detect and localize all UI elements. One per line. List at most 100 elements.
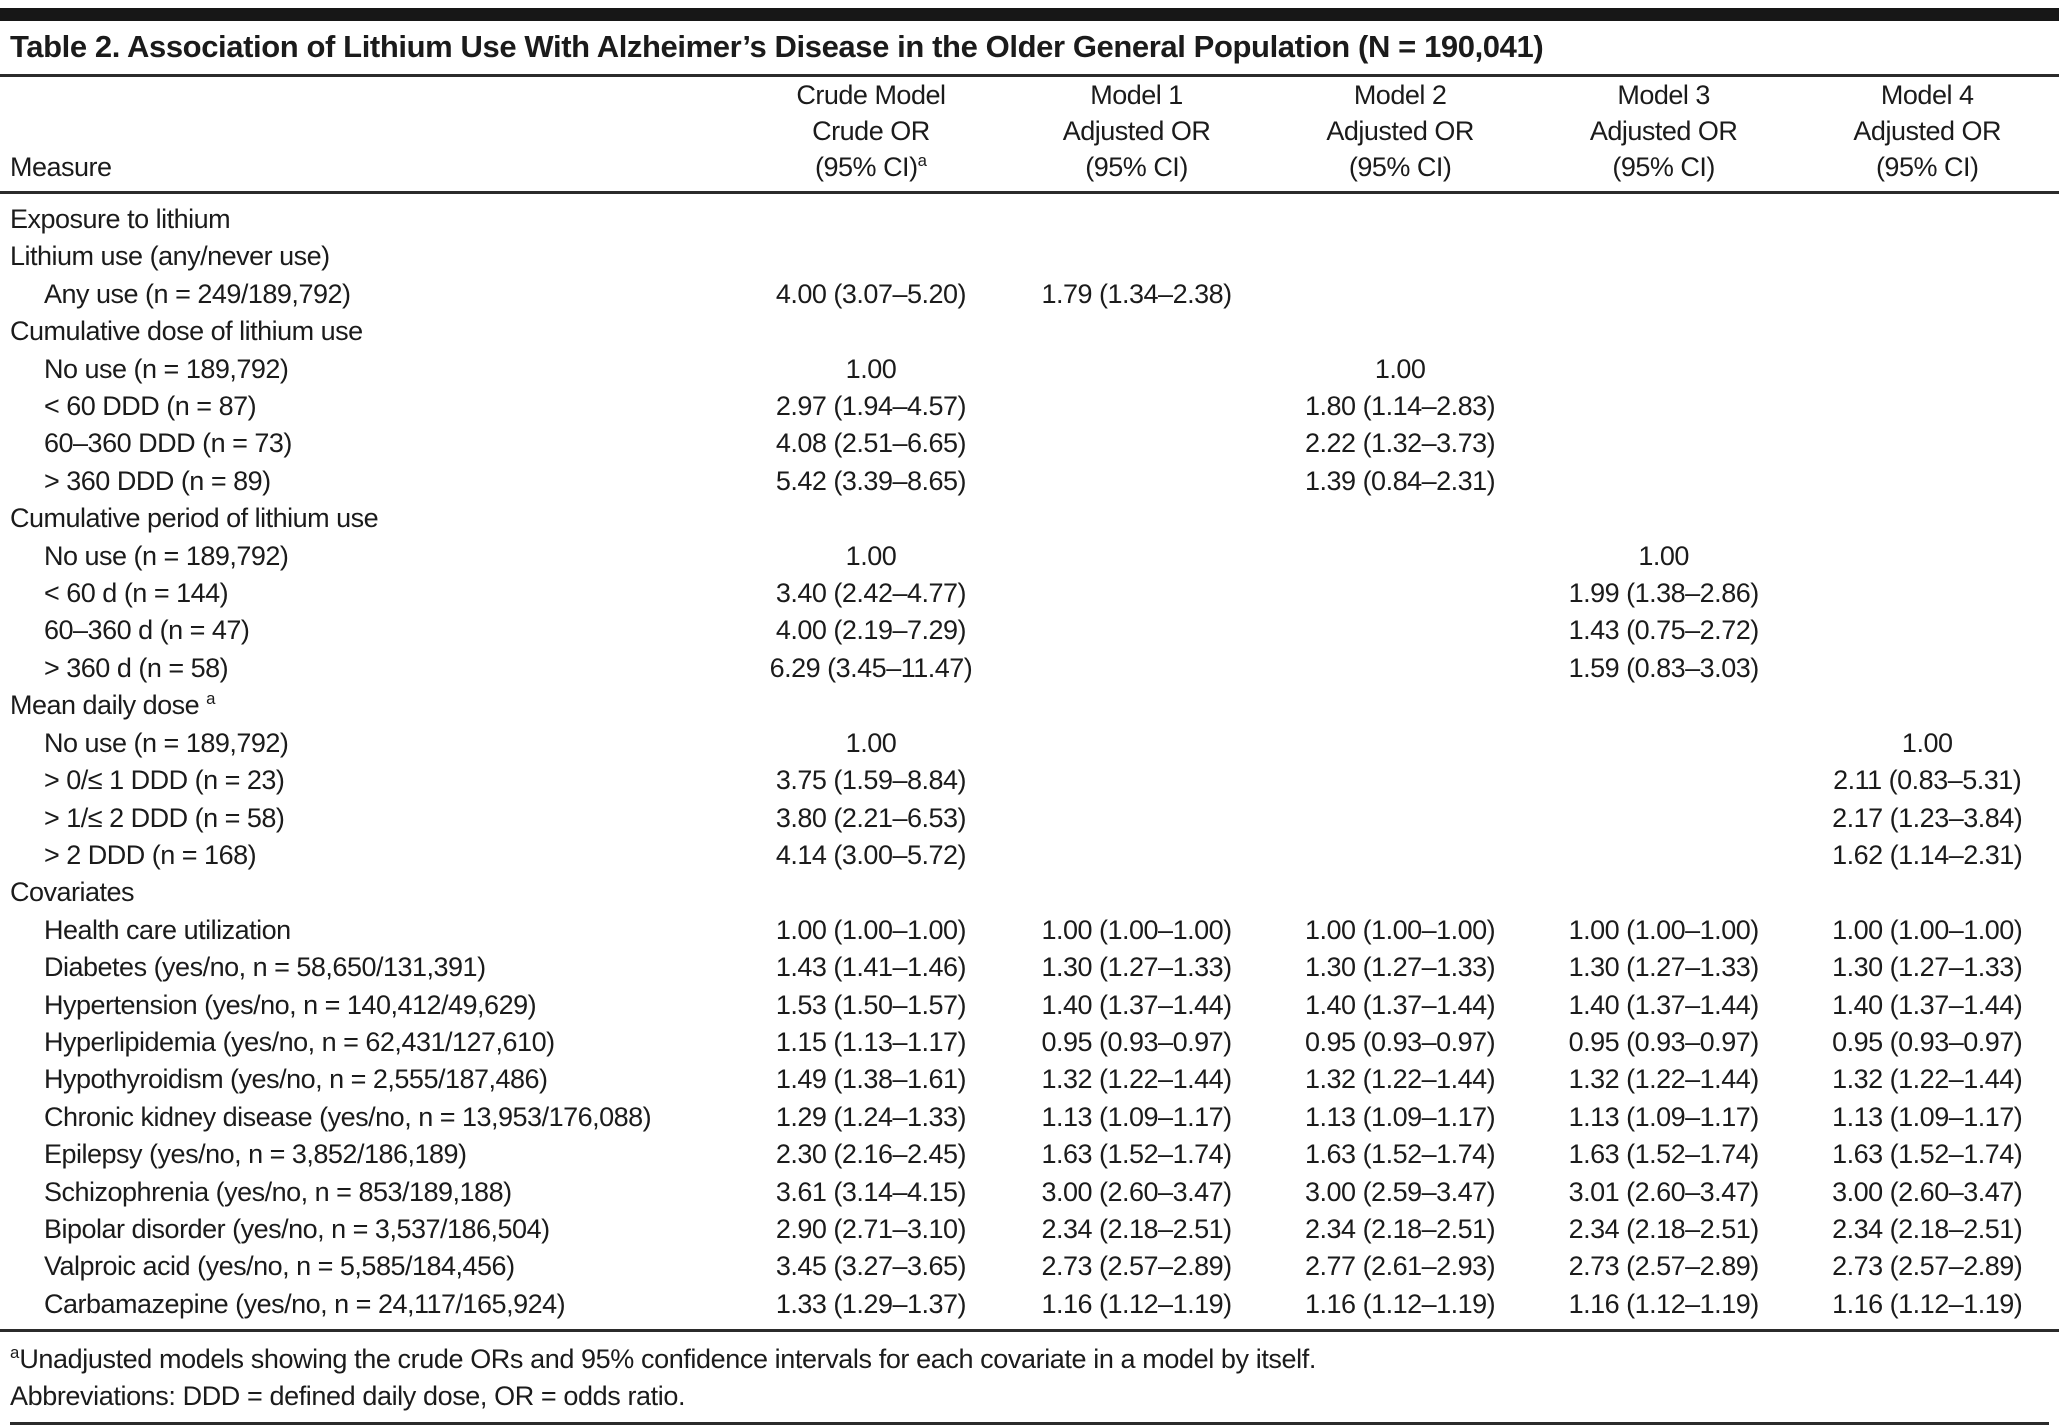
or-value-cell (1268, 874, 1532, 911)
footnote-abbreviations-text: Abbreviations: DDD = defined daily dose,… (10, 1381, 686, 1412)
or-value-cell: 3.61 (3.14–4.15) (775, 1176, 967, 1207)
or-value-cell (1532, 388, 1796, 425)
measure-label: < 60 d (n = 144) (0, 575, 737, 612)
or-value-cell (1005, 238, 1269, 275)
measure-label: Lithium use (any/never use) (0, 238, 737, 275)
or-value-cell: 1.59 (0.83–3.03) (1568, 652, 1760, 683)
or-value-cell (1532, 874, 1796, 911)
or-value-cell (1005, 612, 1269, 649)
measure-label: No use (n = 189,792) (0, 725, 737, 762)
or-value-cell (1005, 313, 1269, 350)
or-value-cell (1005, 388, 1269, 425)
or-value-cell (1005, 687, 1269, 724)
measure-label-text: Mean daily dose (10, 690, 207, 721)
or-value-cell (1532, 351, 1796, 388)
table-row: Cumulative period of lithium use (0, 500, 2059, 537)
or-value-cell: 1.40 (1.37–1.44) (1305, 989, 1496, 1020)
measure-label: No use (n = 189,792) (0, 538, 737, 575)
or-value-cell (1795, 425, 2059, 462)
or-value-cell: 5.42 (3.39–8.65) (775, 465, 967, 496)
or-value-cell: 1.13 (1.09–1.17) (1041, 1101, 1232, 1132)
measure-label: Exposure to lithium (0, 193, 737, 239)
column-header-line: Model 4 (1880, 80, 1974, 110)
or-value-cell: 1.13 (1.09–1.17) (1832, 1101, 2023, 1132)
column-header-line: Model 1 (1090, 80, 1183, 110)
measure-label: < 60 DDD (n = 87) (0, 388, 737, 425)
table-row: Hypertension (yes/no, n = 140,412/49,629… (0, 987, 2059, 1024)
column-header-line: (95% CI) (1612, 152, 1715, 182)
measure-label: Covariates (0, 874, 737, 911)
or-value-cell (1532, 313, 1796, 350)
or-value-cell: 2.34 (2.18–2.51) (1305, 1213, 1496, 1244)
or-value-cell: 1.63 (1.52–1.74) (1568, 1139, 1760, 1170)
or-value-cell: 1.00 (1.00–1.00) (1832, 914, 2023, 945)
measure-label-text: Valproic acid (yes/no, n = 5,585/184,456… (44, 1251, 515, 1282)
or-value-cell (1532, 276, 1796, 313)
or-value-cell: 2.73 (2.57–2.89) (1041, 1251, 1232, 1282)
or-value-cell: 1.13 (1.09–1.17) (1305, 1101, 1496, 1132)
or-value-cell (1795, 463, 2059, 500)
column-header-line: (95% CI) (815, 152, 918, 182)
column-header-line: Adjusted OR (1062, 116, 1211, 146)
or-value-cell (1005, 193, 1269, 239)
table-row: Epilepsy (yes/no, n = 3,852/186,189) 2.30… (0, 1136, 2059, 1173)
table-row: No use (n = 189,792) 1.00 1.00 (0, 538, 2059, 575)
or-value-cell: 0.95 (0.93–0.97) (1568, 1026, 1760, 1057)
or-value-cell (1268, 612, 1532, 649)
table-row: Mean daily dose a (0, 687, 2059, 724)
or-value-cell (1268, 762, 1532, 799)
measure-label: > 1/≤ 2 DDD (n = 58) (0, 800, 737, 837)
column-header-model-4: Model 4 Adjusted OR (95% CI) (1795, 77, 2059, 194)
table-row: < 60 DDD (n = 87) 2.97 (1.94–4.57) 1.80 (1… (0, 388, 2059, 425)
or-value-cell (1795, 575, 2059, 612)
or-value-cell: 1.43 (1.41–1.46) (775, 952, 967, 983)
or-value-cell: 1.39 (0.84–2.31) (1305, 465, 1496, 496)
measure-label: Carbamazepine (yes/no, n = 24,117/165,92… (0, 1286, 737, 1323)
or-value-cell (1268, 500, 1532, 537)
or-value-cell (737, 238, 1005, 275)
or-value-cell: 2.77 (2.61–2.93) (1305, 1251, 1496, 1282)
measure-label: > 2 DDD (n = 168) (0, 837, 737, 874)
or-value-cell: 1.32 (1.22–1.44) (1832, 1064, 2023, 1095)
table-row: No use (n = 189,792) 1.00 1.00 (0, 725, 2059, 762)
or-value-cell (1795, 351, 2059, 388)
measure-label-text: No use (n = 189,792) (44, 353, 289, 384)
or-value-cell: 1.30 (1.27–1.33) (1041, 952, 1232, 983)
or-value-cell (1005, 650, 1269, 687)
association-table: Measure Crude Model Crude OR (95% CI)a Mode… (0, 77, 2059, 1323)
table-row: No use (n = 189,792) 1.00 1.00 (0, 351, 2059, 388)
or-value-cell: 4.00 (3.07–5.20) (775, 278, 967, 309)
measure-label-text: > 2 DDD (n = 168) (44, 839, 257, 870)
or-value-cell: 2.30 (2.16–2.45) (775, 1139, 967, 1170)
or-value-cell (1005, 425, 1269, 462)
table-row: Diabetes (yes/no, n = 58,650/131,391) 1.4… (0, 949, 2059, 986)
table-row: Lithium use (any/never use) (0, 238, 2059, 275)
or-value-cell (1532, 762, 1796, 799)
footnote-a-text: Unadjusted models showing the crude ORs … (19, 1344, 1316, 1375)
or-value-cell: 3.40 (2.42–4.77) (775, 578, 967, 609)
table-header: Measure Crude Model Crude OR (95% CI)a Mode… (0, 77, 2059, 194)
column-header-line: Model 3 (1617, 80, 1710, 110)
or-value-cell (1268, 238, 1532, 275)
measure-column-header: Measure (0, 77, 738, 194)
or-value-cell: 1.30 (1.27–1.33) (1305, 952, 1496, 983)
or-value-cell: 0.95 (0.93–0.97) (1305, 1026, 1496, 1057)
measure-label-text: Chronic kidney disease (yes/no, n = 13,9… (44, 1101, 652, 1132)
or-value-cell: 6.29 (3.45–11.47) (769, 652, 973, 683)
table-body: Exposure to lithium Lithium use (any/neve… (0, 193, 2059, 1324)
or-value-cell: 1.32 (1.22–1.44) (1305, 1064, 1496, 1095)
or-value-cell: 1.13 (1.09–1.17) (1568, 1101, 1760, 1132)
or-value-cell: 1.16 (1.12–1.19) (1041, 1288, 1232, 1319)
measure-label: Cumulative dose of lithium use (0, 313, 737, 350)
or-value-cell (1795, 612, 2059, 649)
or-value-cell: 1.30 (1.27–1.33) (1568, 952, 1760, 983)
table-row: Exposure to lithium (0, 193, 2059, 239)
or-value-cell: 3.00 (2.60–3.47) (1041, 1176, 1232, 1207)
or-value-cell (1532, 687, 1796, 724)
or-value-cell: 2.73 (2.57–2.89) (1832, 1251, 2023, 1282)
table-row: Cumulative dose of lithium use (0, 313, 2059, 350)
or-value-cell (737, 500, 1005, 537)
or-value-cell (1532, 837, 1796, 874)
table-footnotes: aUnadjusted models showing the crude ORs… (0, 1329, 2059, 1426)
or-value-cell: 1.30 (1.27–1.33) (1832, 952, 2023, 983)
